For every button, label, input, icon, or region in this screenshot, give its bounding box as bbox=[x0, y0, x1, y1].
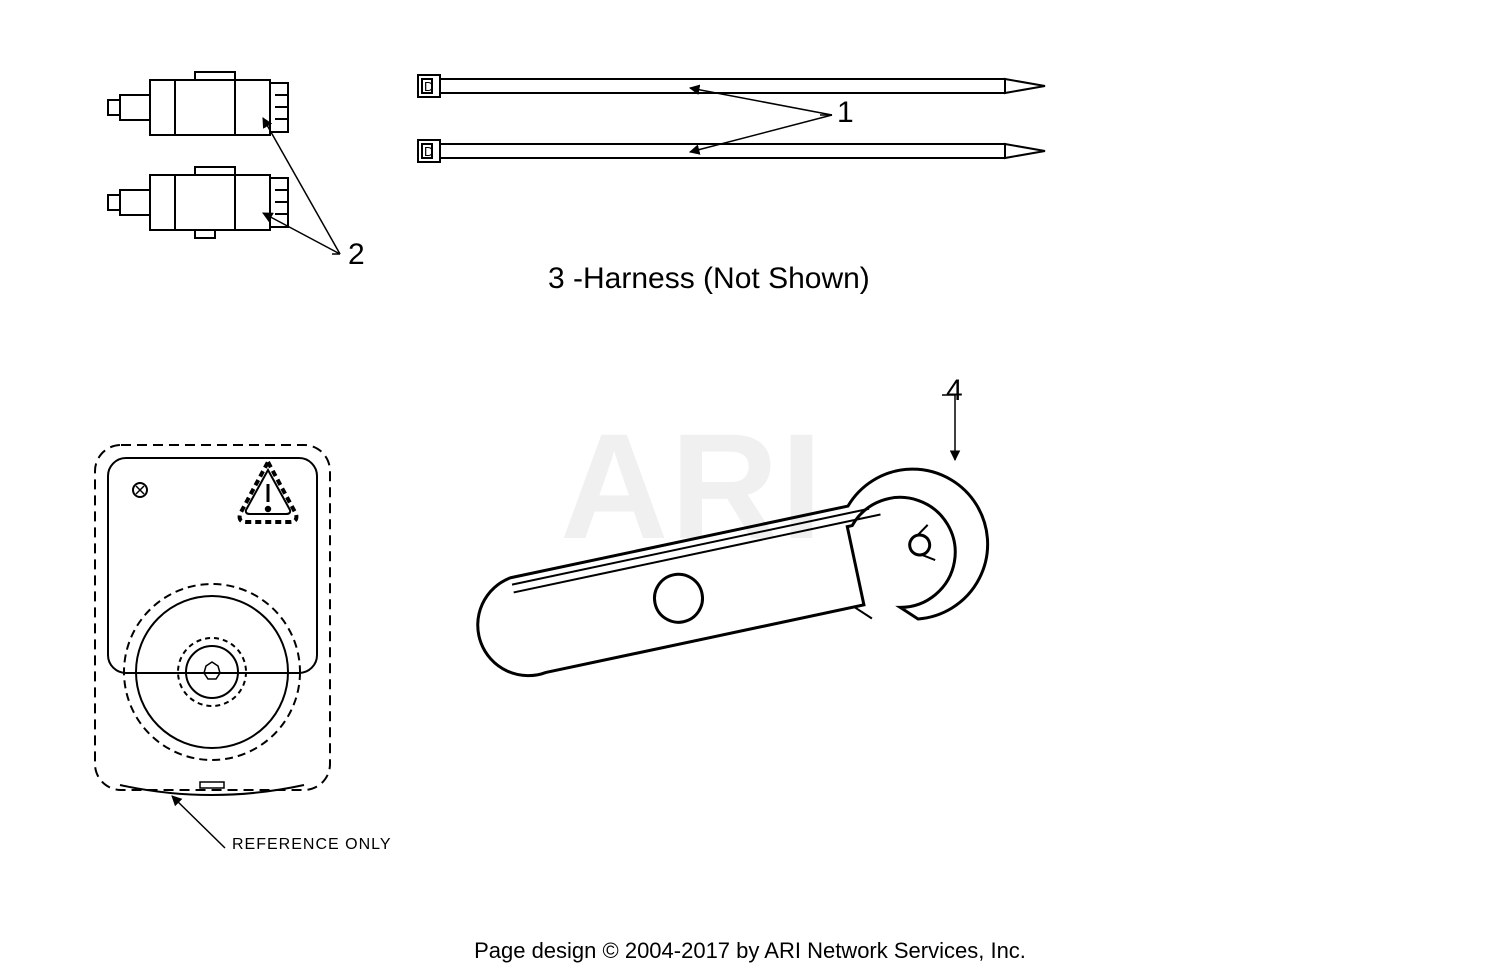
parts-diagram-svg: D D bbox=[0, 0, 1500, 971]
ziptie-bottom-letter: D bbox=[424, 144, 433, 159]
callout-2-label: 2 bbox=[348, 238, 365, 272]
ziptie-top bbox=[418, 75, 1045, 97]
switch-module bbox=[95, 445, 330, 795]
ziptie-bottom bbox=[418, 140, 1045, 162]
callout-3-label: 3 -Harness (Not Shown) bbox=[548, 262, 870, 296]
connector-bottom bbox=[108, 167, 288, 238]
bracket-part bbox=[463, 455, 1001, 709]
footer-copyright: Page design © 2004-2017 by ARI Network S… bbox=[0, 938, 1500, 964]
leader-lines bbox=[172, 88, 955, 848]
callout-4-label: 4 bbox=[946, 374, 963, 408]
connector-top bbox=[108, 72, 288, 135]
callout-1-label: 1 bbox=[837, 96, 854, 130]
ziptie-top-letter: D bbox=[424, 79, 433, 94]
reference-only-label: REFERENCE ONLY bbox=[232, 836, 392, 854]
